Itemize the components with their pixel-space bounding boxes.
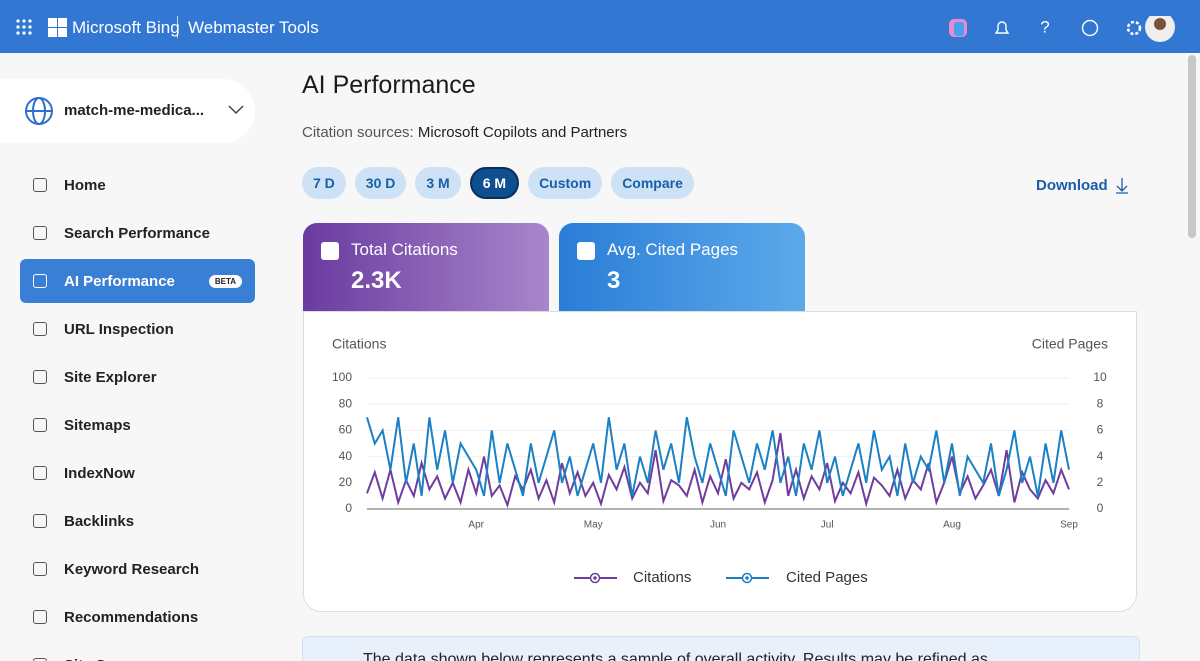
range-button[interactable]: 3 M — [415, 167, 461, 199]
top-bar: Microsoft Bing Webmaster Tools ? — [0, 0, 1200, 53]
brand: Microsoft Bing — [72, 18, 180, 37]
download-label: Download — [1036, 177, 1108, 194]
citation-label: Citation sources: — [302, 124, 414, 141]
card-label: Avg. Cited Pages — [607, 240, 739, 259]
citation-sources: Citation sources: Microsoft Copilots and… — [302, 124, 627, 141]
nav-label: Backlinks — [64, 512, 135, 530]
page-title: AI Performance — [302, 71, 476, 99]
nav-label: IndexNow — [64, 464, 135, 482]
nav-label: AI Performance — [64, 272, 175, 290]
download-icon — [1115, 178, 1128, 194]
nav-icon — [33, 178, 47, 192]
card-label: Total Citations — [351, 240, 458, 259]
nav-icon — [33, 514, 47, 528]
site-selector[interactable]: match-me-medica... — [0, 79, 255, 143]
nav-label: Keyword Research — [64, 560, 200, 578]
nav-item[interactable]: Site Explorer — [20, 355, 255, 399]
notice: The data shown below represents a sample… — [302, 636, 1140, 661]
site-name: match-me-medica... — [64, 102, 205, 119]
nav-icon — [33, 274, 47, 288]
nav-item[interactable]: Sitemaps — [20, 403, 255, 447]
range-button[interactable]: 30 D — [354, 167, 407, 199]
nav-icon — [33, 418, 47, 432]
sidebar: match-me-medica... Home Search Performanc… — [0, 53, 270, 661]
divider — [177, 16, 178, 38]
nav-label: Home — [64, 176, 106, 194]
range-button[interactable]: Compare — [611, 167, 694, 199]
checkbox[interactable] — [321, 242, 339, 260]
header-icons[interactable]: ? — [946, 16, 1176, 42]
nav-label: URL Inspection — [64, 320, 174, 338]
nav-item[interactable]: Site Scan — [20, 643, 255, 661]
metric-card[interactable]: Total Citations 2.3K — [303, 223, 549, 311]
nav-icon — [33, 658, 47, 661]
nav-item[interactable]: Keyword Research — [20, 547, 255, 591]
nav-item[interactable]: Recommendations — [20, 595, 255, 639]
apps-icon[interactable] — [16, 19, 32, 35]
scrollbar[interactable] — [1188, 55, 1196, 238]
nav-icon — [33, 466, 47, 480]
nav-icon — [33, 370, 47, 384]
chevron — [228, 105, 244, 115]
nav-label: Sitemaps — [64, 416, 131, 434]
beta-badge: BETA — [208, 274, 243, 288]
nav-item[interactable]: Backlinks — [20, 499, 255, 543]
download-button[interactable]: Download — [1036, 177, 1128, 194]
nav-icon — [33, 562, 47, 576]
nav-item[interactable]: URL Inspection — [20, 307, 255, 351]
product: Webmaster Tools — [188, 18, 319, 37]
range-button[interactable]: Custom — [528, 167, 603, 199]
metric-card[interactable]: Avg. Cited Pages 3 — [559, 223, 805, 311]
card-value: 3 — [607, 267, 621, 294]
notice-text: The data shown below represents a sample… — [363, 651, 988, 661]
nav-item[interactable]: Home — [20, 163, 255, 207]
nav-icon — [33, 322, 47, 336]
nav-label: Recommendations — [64, 608, 199, 626]
card-value: 2.3K — [351, 267, 402, 294]
checkbox[interactable] — [577, 242, 595, 260]
nav-item[interactable]: Search Performance — [20, 211, 255, 255]
nav-item[interactable]: IndexNow — [20, 451, 255, 495]
citation-value: Microsoft Copilots and Partners — [417, 124, 628, 141]
svg-text:?: ? — [1040, 17, 1049, 36]
logo — [48, 18, 67, 37]
chart-card — [303, 311, 1137, 612]
range-button[interactable]: 7 D — [302, 167, 346, 199]
nav-icon — [33, 226, 47, 240]
nav-label: Search Performance — [64, 224, 210, 242]
nav-label: Site Scan — [64, 657, 132, 661]
range-button[interactable]: 6 M — [469, 167, 520, 199]
nav-icon — [33, 610, 47, 624]
globe-icon — [25, 97, 53, 125]
nav-item[interactable]: AI Performance BETA — [20, 259, 255, 303]
nav-label: Site Explorer — [64, 368, 157, 386]
